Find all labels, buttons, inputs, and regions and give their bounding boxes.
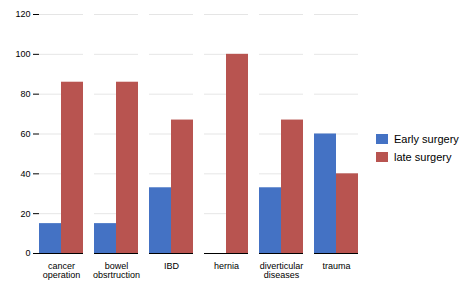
svg-text:60: 60 <box>20 129 30 139</box>
svg-text:80: 80 <box>20 89 30 99</box>
html-text:Early surgery: Early surgery <box>394 132 459 145</box>
html-text:late surgery: late surgery <box>394 150 452 163</box>
svg-text:hernia: hernia <box>214 261 239 271</box>
svg-text:20: 20 <box>20 209 30 219</box>
svg-text:IBD: IBD <box>164 261 180 271</box>
svg-text:diverticulardiseases: diverticulardiseases <box>260 261 304 280</box>
svg-text:100: 100 <box>15 49 30 59</box>
svg-text:canceroperation: canceroperation <box>43 261 81 280</box>
svg-text:bowelobsrtruction: bowelobsrtruction <box>93 261 140 280</box>
svg-text:0: 0 <box>25 248 30 258</box>
svg-text:trauma: trauma <box>322 261 350 271</box>
svg-text:40: 40 <box>20 169 30 179</box>
svg-text:120: 120 <box>15 9 30 19</box>
